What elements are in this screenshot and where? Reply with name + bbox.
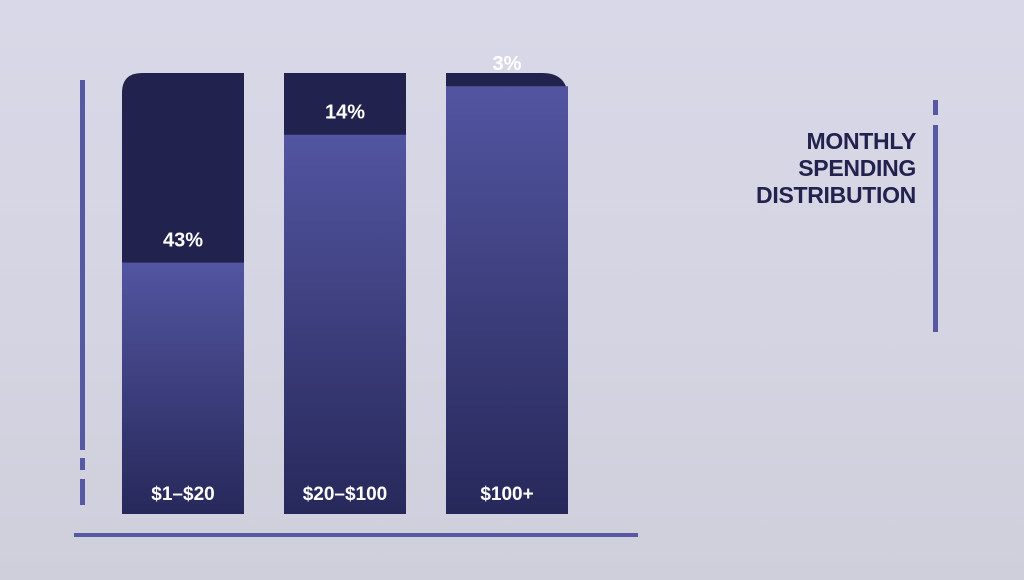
category-label-0: $1–$20: [151, 484, 214, 505]
chart-title-line-3: DISTRIBUTION: [756, 182, 916, 208]
y-axis-dash-1: [80, 458, 85, 470]
x-axis-line: [74, 533, 638, 537]
y-axis-dash-2: [80, 479, 85, 505]
category-label-1: $20–$100: [303, 484, 388, 505]
chart-title-line-1: MONTHLY: [806, 128, 917, 154]
y-axis-line: [80, 80, 85, 450]
value-label-1: 14%: [325, 102, 365, 124]
value-label-2: 3%: [493, 53, 522, 75]
category-label-2: $100+: [480, 484, 533, 505]
value-label-0: 43%: [163, 230, 203, 252]
title-accent-bar-short: [933, 100, 938, 115]
chart-title: MONTHLY SPENDING DISTRIBUTION: [756, 128, 916, 209]
title-accent-bar-long: [933, 125, 938, 332]
bars-group: 43% $1–$20 14% $20–$100 3% $100+: [122, 53, 568, 515]
chart-title-line-2: SPENDING: [798, 155, 916, 181]
bar-fill-2: [446, 86, 568, 514]
bar-fill-1: [284, 134, 406, 515]
bar-fill-0: [122, 262, 244, 514]
